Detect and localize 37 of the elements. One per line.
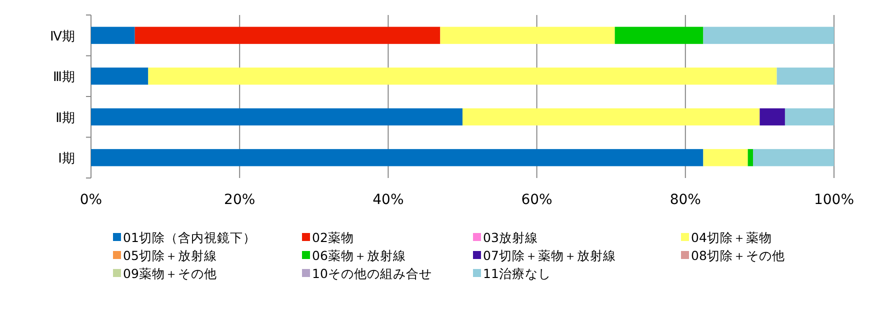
bar — [703, 26, 834, 44]
legend-label: 07切除＋薬物＋放射線 — [483, 248, 616, 263]
legend-label: 09薬物＋その他 — [123, 266, 217, 281]
legend-label: 05切除＋放射線 — [123, 248, 217, 263]
bar — [91, 68, 148, 85]
bar — [440, 26, 615, 44]
bar — [148, 68, 777, 85]
legend-label: 11治療なし — [483, 266, 551, 281]
legend-label: 03放射線 — [483, 230, 538, 245]
bar — [784, 108, 834, 126]
x-tick-label: 20% — [224, 192, 256, 208]
bar — [91, 149, 704, 166]
x-tick-label: 80% — [670, 192, 701, 208]
y-tick-label: Ⅱ期 — [56, 110, 75, 126]
bar — [748, 149, 754, 166]
bar — [753, 149, 834, 166]
legend-label: 06薬物＋放射線 — [312, 248, 406, 263]
bar — [134, 26, 440, 44]
legend-label: 10その他の組み合せ — [312, 266, 432, 281]
y-tick-label: Ⅲ期 — [53, 70, 75, 86]
legend-label: 04切除＋薬物 — [691, 230, 772, 245]
x-tick-label: 40% — [372, 192, 404, 208]
bar — [91, 108, 462, 126]
bar — [462, 108, 760, 126]
legend-label: 01切除（含内視鏡下） — [123, 230, 256, 245]
bar — [760, 108, 785, 126]
bar — [614, 26, 704, 44]
legend-label: 02薬物 — [312, 230, 354, 245]
bar — [703, 149, 748, 166]
x-tick-label: 60% — [521, 192, 552, 208]
x-tick-label: 0% — [80, 192, 102, 208]
y-tick-label: Ⅳ期 — [50, 29, 75, 44]
legend-label: 08切除＋その他 — [691, 248, 785, 263]
x-tick-label: 100% — [814, 192, 854, 208]
bar — [776, 68, 834, 85]
bar — [91, 26, 135, 44]
y-tick-label: Ⅰ期 — [58, 152, 75, 167]
